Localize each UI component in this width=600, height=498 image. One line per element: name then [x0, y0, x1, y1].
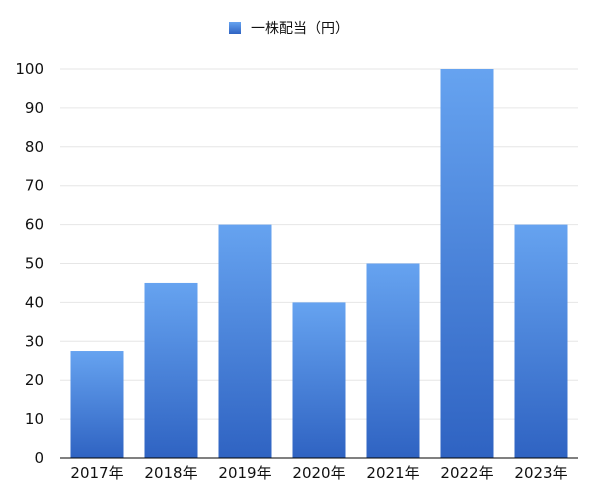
y-tick-label: 100: [15, 60, 44, 78]
bars: [70, 69, 568, 458]
y-axis-ticks: 0 10 20 30 40 50 60 70 80 90 100: [15, 60, 44, 467]
y-tick-label: 80: [25, 138, 44, 156]
x-tick-label: 2017年: [70, 464, 123, 482]
x-tick-label: 2018年: [144, 464, 197, 482]
x-tick-label: 2021年: [366, 464, 419, 482]
y-tick-label: 70: [25, 177, 44, 195]
y-tick-label: 50: [25, 255, 44, 273]
y-tick-label: 90: [25, 99, 44, 117]
bar: [292, 302, 346, 458]
bar: [514, 224, 568, 458]
y-tick-label: 40: [25, 293, 44, 311]
bar: [440, 69, 494, 458]
bar: [366, 263, 420, 458]
legend-swatch: [229, 22, 241, 34]
y-tick-label: 20: [25, 371, 44, 389]
bar: [218, 224, 272, 458]
bar: [70, 351, 124, 458]
legend: 一株配当（円）: [229, 21, 349, 37]
x-tick-label: 2020年: [292, 464, 345, 482]
x-tick-label: 2023年: [514, 464, 567, 482]
x-tick-label: 2022年: [440, 464, 493, 482]
x-axis-ticks: 2017年 2018年 2019年 2020年 2021年 2022年 2023年: [70, 464, 567, 482]
y-tick-label: 0: [34, 449, 44, 467]
x-tick-label: 2019年: [218, 464, 271, 482]
y-tick-label: 10: [25, 410, 44, 428]
legend-label: 一株配当（円）: [251, 21, 349, 37]
bar: [144, 282, 198, 458]
y-tick-label: 30: [25, 332, 44, 350]
y-tick-label: 60: [25, 216, 44, 234]
